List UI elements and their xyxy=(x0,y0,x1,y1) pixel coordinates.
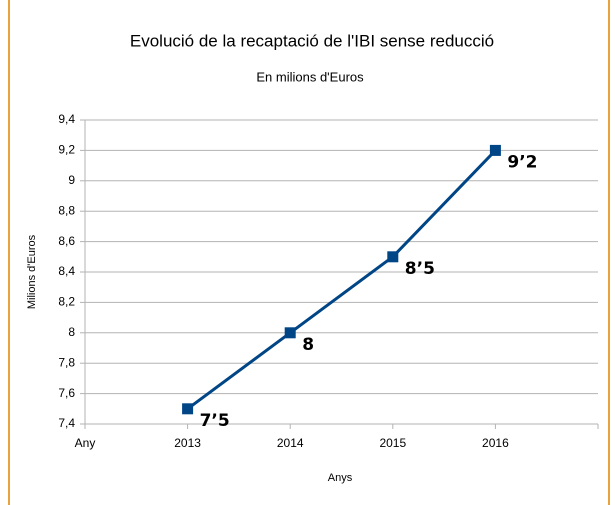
value-label: 8 xyxy=(302,335,314,355)
x-tick-label: 2013 xyxy=(174,436,201,450)
chart-subtitle: En milions d'Euros xyxy=(256,69,364,84)
y-tick-label: 8,4 xyxy=(58,264,75,278)
value-label: 9’2 xyxy=(507,152,537,172)
y-tick-label: 7,4 xyxy=(58,416,75,430)
x-tick-label: 2014 xyxy=(277,436,304,450)
y-tick-label: 9 xyxy=(68,173,75,187)
y-tick-label: 9,2 xyxy=(58,143,75,157)
marker xyxy=(489,144,501,156)
y-tick-label: 8,8 xyxy=(58,203,75,217)
marker xyxy=(387,251,399,263)
x-tick-label: 2016 xyxy=(482,436,509,450)
x-tick-label: Any xyxy=(75,436,96,450)
x-tick-label: 2015 xyxy=(379,436,406,450)
marker xyxy=(284,327,296,339)
marker xyxy=(182,403,194,415)
frame xyxy=(8,0,610,505)
series-line xyxy=(186,149,497,411)
y-tick-label: 8,6 xyxy=(58,234,75,248)
chart-title: Evolució de la recaptació de l'IBI sense… xyxy=(130,31,494,50)
value-label: 7’5 xyxy=(200,411,230,431)
y-tick-label: 7,8 xyxy=(58,355,75,369)
y-tick-label: 8,2 xyxy=(58,295,75,309)
x-axis-label: Anys xyxy=(328,472,353,484)
value-label: 8’5 xyxy=(405,259,435,279)
y-axis-label: Milions d'Euros xyxy=(26,234,38,309)
y-tick-label: 8 xyxy=(68,325,75,339)
y-tick-label: 9,4 xyxy=(58,112,75,126)
y-tick-label: 7,6 xyxy=(58,386,75,400)
